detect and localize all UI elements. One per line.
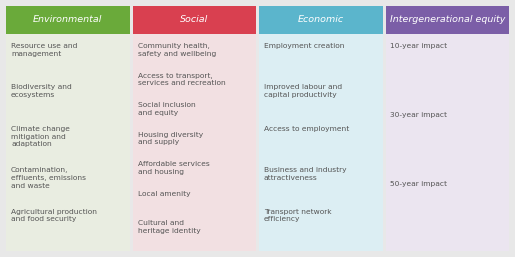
Bar: [386, 6, 509, 34]
Text: Biodiversity and
ecosystems: Biodiversity and ecosystems: [11, 84, 72, 98]
Text: Environmental: Environmental: [33, 15, 102, 24]
Text: 10-year impact: 10-year impact: [390, 43, 448, 49]
Text: 50-year impact: 50-year impact: [390, 181, 448, 187]
Bar: [6, 6, 129, 251]
Text: Resource use and
management: Resource use and management: [11, 43, 77, 57]
Bar: [132, 6, 256, 251]
Text: Cultural and
heritage identity: Cultural and heritage identity: [138, 221, 200, 234]
Text: Climate change
mitigation and
adaptation: Climate change mitigation and adaptation: [11, 126, 70, 147]
Text: Contamination,
effluents, emissions
and waste: Contamination, effluents, emissions and …: [11, 167, 86, 189]
Text: Agricultural production
and food security: Agricultural production and food securit…: [11, 209, 97, 222]
Bar: [6, 6, 129, 34]
Text: Transport network
efficiency: Transport network efficiency: [264, 209, 332, 222]
Text: 30-year impact: 30-year impact: [390, 112, 448, 118]
Bar: [259, 6, 383, 34]
Text: Economic: Economic: [298, 15, 344, 24]
Text: Affordable services
and housing: Affordable services and housing: [138, 161, 209, 175]
Bar: [386, 6, 509, 251]
Bar: [259, 6, 383, 251]
Text: Housing diversity
and supply: Housing diversity and supply: [138, 132, 203, 145]
Text: Access to employment: Access to employment: [264, 126, 349, 132]
Text: Access to transport,
services and recreation: Access to transport, services and recrea…: [138, 72, 225, 86]
Text: Community health,
safety and wellbeing: Community health, safety and wellbeing: [138, 43, 216, 57]
Text: Social: Social: [180, 15, 209, 24]
Text: Employment creation: Employment creation: [264, 43, 345, 49]
Text: Local amenity: Local amenity: [138, 191, 190, 197]
Text: Improved labour and
capital productivity: Improved labour and capital productivity: [264, 84, 342, 98]
Text: Social inclusion
and equity: Social inclusion and equity: [138, 102, 195, 116]
Text: Intergenerational equity: Intergenerational equity: [389, 15, 505, 24]
Text: Business and industry
attractiveness: Business and industry attractiveness: [264, 167, 347, 181]
Bar: [132, 6, 256, 34]
